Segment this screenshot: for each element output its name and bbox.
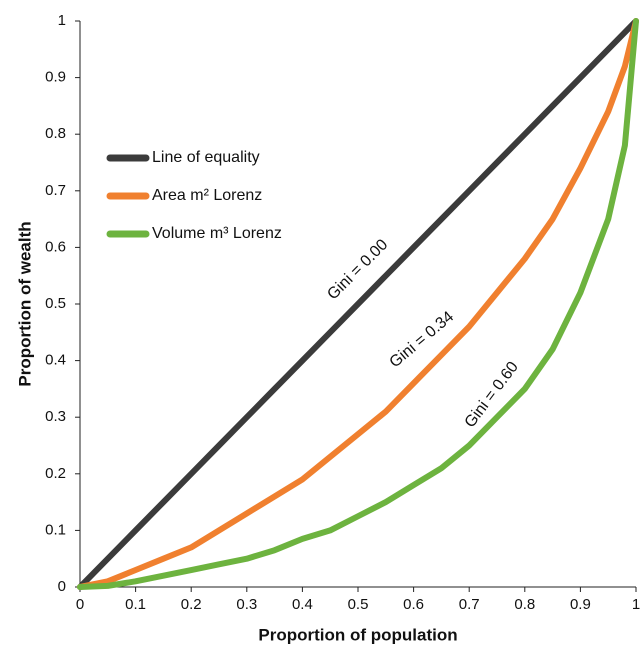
x-axis-label: Proportion of population [258, 625, 457, 644]
annotation: Gini = 0.00 [324, 236, 391, 303]
y-tick-label: 0.9 [45, 69, 66, 86]
legend-label: Line of equality [152, 149, 260, 166]
annotation: Gini = 0.34 [387, 308, 458, 371]
x-tick-label: 0 [76, 596, 84, 613]
y-tick-label: 0.4 [45, 352, 66, 369]
legend-label: Volume m³ Lorenz [152, 225, 282, 242]
y-tick-label: 0.5 [45, 295, 66, 312]
y-tick-label: 0 [58, 578, 66, 595]
x-tick-label: 0.9 [570, 596, 591, 613]
y-tick-label: 0.1 [45, 521, 66, 538]
y-tick-label: 1 [58, 12, 66, 29]
x-tick-label: 0.7 [459, 596, 480, 613]
x-tick-label: 0.8 [514, 596, 535, 613]
series-line [77, 18, 639, 590]
y-tick-label: 0.7 [45, 182, 66, 199]
x-tick-label: 0.5 [348, 596, 369, 613]
y-axis-label: Proportion of wealth [15, 221, 34, 386]
series-line [77, 18, 639, 590]
series-line [77, 18, 639, 590]
x-tick-label: 1 [632, 596, 640, 613]
y-tick-label: 0.2 [45, 465, 66, 482]
x-tick-label: 0.6 [403, 596, 424, 613]
legend-label: Area m² Lorenz [152, 187, 262, 204]
y-tick-label: 0.3 [45, 408, 66, 425]
x-tick-label: 0.4 [292, 596, 313, 613]
x-tick-label: 0.1 [125, 596, 146, 613]
y-tick-label: 0.8 [45, 125, 66, 142]
x-tick-label: 0.3 [236, 596, 257, 613]
x-tick-label: 0.2 [181, 596, 202, 613]
y-tick-label: 0.6 [45, 238, 66, 255]
